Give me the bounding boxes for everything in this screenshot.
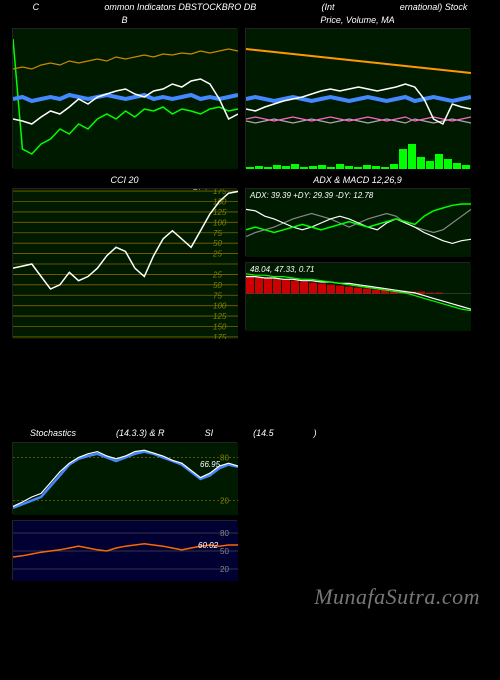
svg-text:20: 20 bbox=[220, 565, 229, 574]
svg-text:66.95: 66.95 bbox=[200, 460, 221, 469]
svg-text:75: 75 bbox=[213, 229, 222, 238]
svg-text:60.02: 60.02 bbox=[198, 541, 219, 550]
svg-text:50: 50 bbox=[213, 239, 222, 248]
stoch-l: Stochastics bbox=[30, 428, 76, 438]
hdr-r: ernational) Stock bbox=[400, 2, 468, 12]
svg-text:75: 75 bbox=[213, 291, 222, 300]
title-cci: CCI 20 bbox=[13, 175, 236, 185]
stoch-m: (14.3.3) & R bbox=[116, 428, 165, 438]
chart-stochastics: 80 20 66.95 bbox=[13, 443, 238, 515]
panel-price: Price, Volume, MA Bands 20,2 bbox=[245, 28, 470, 168]
stoch-si: SI bbox=[205, 428, 214, 438]
svg-text:50: 50 bbox=[213, 281, 222, 290]
watermark: MunafaSutra.com bbox=[314, 584, 480, 610]
hdr-c: C bbox=[33, 2, 40, 12]
hdr-m2: (Int bbox=[322, 2, 335, 12]
panel-rsi: 80 50 20 60.02 bbox=[12, 520, 237, 580]
title-bands: Bands 20,2 bbox=[484, 15, 500, 25]
svg-text:150: 150 bbox=[213, 323, 227, 332]
panel-bollinger: B bbox=[12, 28, 237, 168]
label-macd: 48.04, 47.33, 0.71 bbox=[250, 265, 315, 274]
chart-bollinger bbox=[13, 29, 238, 169]
svg-text:125: 125 bbox=[213, 312, 227, 321]
chart-rsi: 80 50 20 60.02 bbox=[13, 521, 238, 581]
svg-text:80: 80 bbox=[220, 453, 229, 462]
svg-text:125: 125 bbox=[213, 208, 227, 217]
svg-text:25: 25 bbox=[212, 270, 222, 279]
chart-cci: 175150125100755025255075100125150175174 bbox=[13, 189, 238, 339]
title-b: B bbox=[13, 15, 236, 25]
panel-macd: 48.04, 47.33, 0.71 bbox=[245, 262, 470, 330]
svg-text:25: 25 bbox=[212, 250, 222, 259]
panel-adx: ADX & MACD 12,26,9 ADX: 39.39 +DY: 29.39… bbox=[245, 188, 470, 256]
svg-text:20: 20 bbox=[220, 497, 229, 506]
panel-cci: CCI 20 175150125100755025255075100125150… bbox=[12, 188, 237, 338]
title-adx: ADX & MACD 12,26,9 bbox=[246, 175, 469, 185]
svg-text:100: 100 bbox=[213, 218, 227, 227]
label-adx: ADX: 39.39 +DY: 29.39 -DY: 12.78 bbox=[250, 191, 373, 200]
panel-stochastics: 80 20 66.95 bbox=[12, 442, 237, 514]
page-header: C ommon Indicators DBSTOCKBRO DB (Int er… bbox=[0, 0, 500, 14]
svg-text:100: 100 bbox=[213, 302, 227, 311]
stoch-p: ) bbox=[314, 428, 317, 438]
svg-text:150: 150 bbox=[213, 198, 227, 207]
svg-text:174: 174 bbox=[193, 189, 208, 192]
svg-text:80: 80 bbox=[220, 529, 229, 538]
chart-price bbox=[246, 29, 471, 169]
svg-text:175: 175 bbox=[213, 189, 227, 196]
title-price: Price, Volume, MA bbox=[246, 15, 469, 25]
svg-text:175: 175 bbox=[213, 333, 227, 339]
stoch-r: (14.5 bbox=[253, 428, 274, 438]
hdr-m1: ommon Indicators DBSTOCKBRO DB bbox=[104, 2, 256, 12]
svg-text:50: 50 bbox=[220, 547, 229, 556]
